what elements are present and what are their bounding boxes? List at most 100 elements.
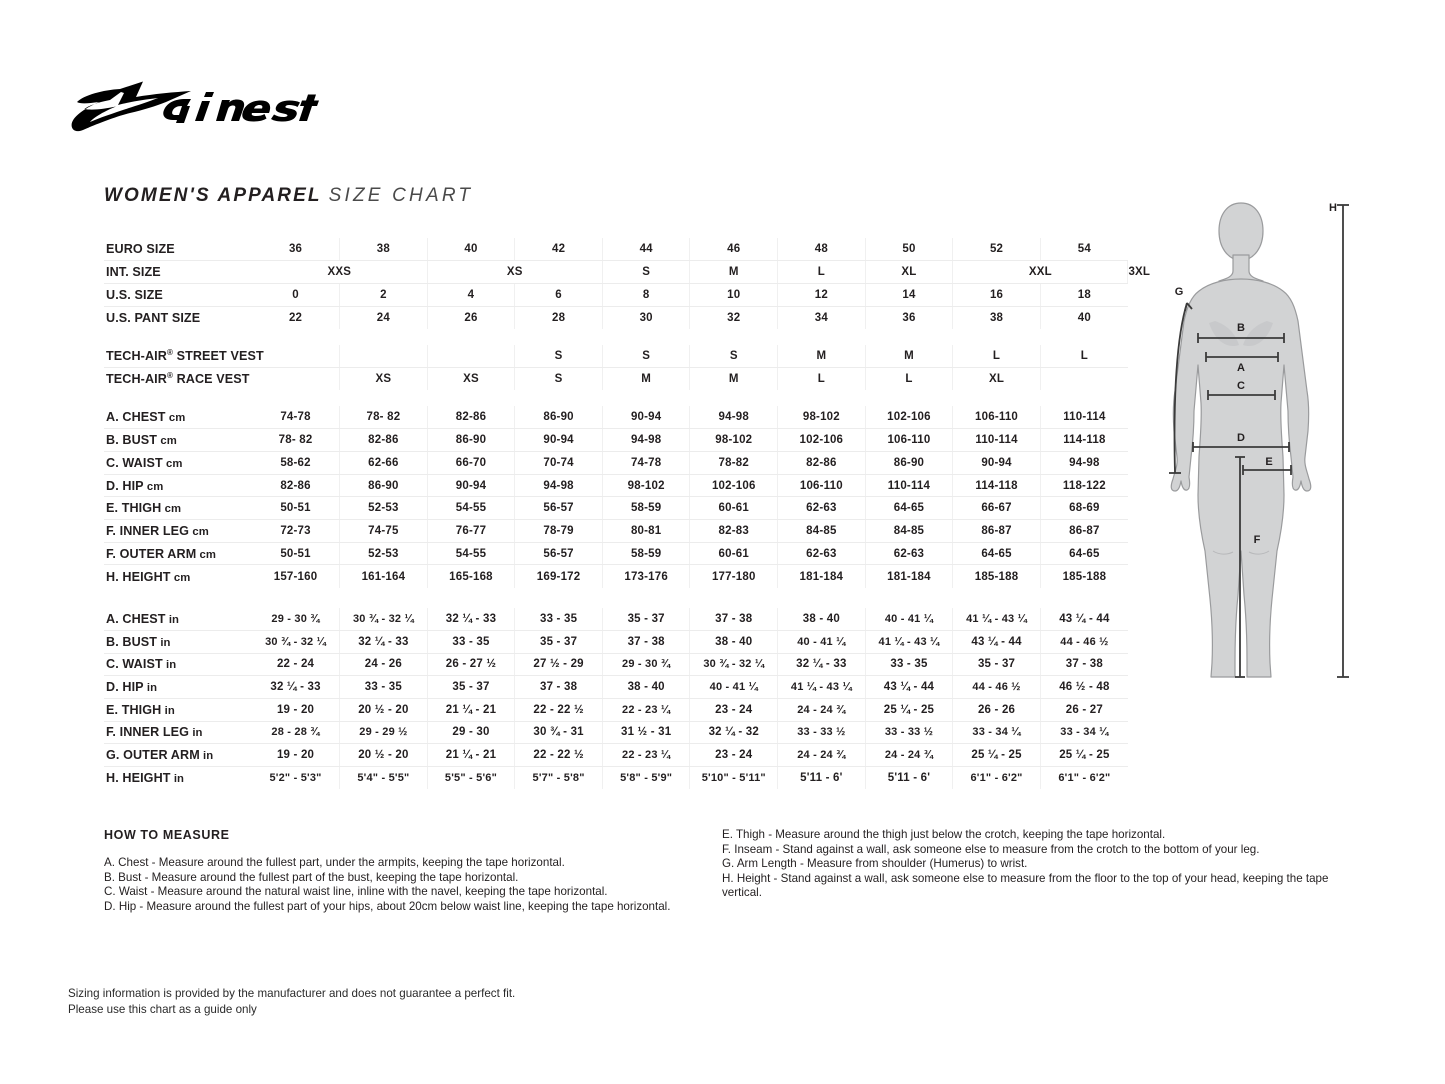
table-cell: 185-188 [952,564,1041,588]
table-cell: 22 - 23 ¼ [602,698,691,722]
table-cell: 30 [602,306,691,329]
disclaimer: Sizing information is provided by the ma… [68,986,515,1018]
table-row: E. THIGH in 19 - 20 20 ½ - 20 21 ¼ - 21 22 -… [104,698,1128,722]
table-cell: 43 ¼ - 44 [952,630,1041,654]
row-unit: cm [196,548,217,561]
table-cell: 60-61 [689,496,779,521]
table-cell: 22 - 22 ½ [514,743,603,767]
table-cell: 86-90 [865,451,954,475]
table-cell: 35 - 37 [952,653,1041,677]
table-cell: 18 [1040,283,1128,307]
table-cell: 33 - 34 ¼ [1040,721,1128,745]
table-cell: 165-168 [427,564,516,588]
table-cell: S [514,344,603,368]
table-cell: 181-184 [865,564,954,588]
table-cell: 169-172 [514,564,603,588]
size-chart-table: EURO SIZE 36 38 40 42 44 46 48 50 52 54 INT. SIZE XX… [104,238,1150,790]
row-unit: in [189,727,203,740]
table-row: A. CHEST cm 74-78 78- 82 82-86 86-90 90-94 94-… [104,406,1128,430]
table-cell: 5'5" - 5'6" [427,766,516,790]
row-label: INT. SIZE [104,260,252,284]
table-cell: 94-98 [1040,451,1128,475]
table-cell [427,344,516,368]
table-cell: 78-79 [514,519,603,543]
table-cell: 25 ¼ - 25 [1040,743,1128,767]
table-cell: 5'10" - 5'11" [689,766,779,790]
table-cell: 26 - 27 [1040,698,1128,722]
table-cell: 50 [865,238,954,262]
table-cell: 22 - 23 ¼ [602,743,691,767]
table-cell: 102-106 [689,474,779,498]
table-cell: 74-78 [252,406,341,430]
table-cell: 31 ½ - 31 [602,721,691,745]
table-cell: 10 [689,283,779,307]
row-unit: cm [143,480,164,493]
table-cell: 94-98 [602,428,691,452]
table-cell: 50-51 [252,542,341,566]
table-row: EURO SIZE 36 38 40 42 44 46 48 50 52 54 [104,238,1128,262]
table-cell: 28 - 28 ¾ [252,721,341,745]
table-cell: 40 - 41 ¼ [777,630,866,654]
table-cell: 26 - 26 [952,698,1041,722]
row-label: TECH-AIR® STREET VEST [104,344,264,368]
table-cell: 84-85 [865,519,954,543]
table-cell: 52 [952,238,1041,262]
table-cell: 106-110 [865,428,954,452]
table-row: D. HIP in 32 ¼ - 33 33 - 35 35 - 37 37 - 38 3… [104,675,1128,699]
table-cell: L [1040,344,1128,368]
table-cell: 33 - 34 ¼ [952,721,1041,745]
table-cell: 40 [1077,311,1091,324]
disclaimer-line-1: Sizing information is provided by the ma… [68,987,516,1000]
row-label: TECH-AIR® RACE VEST [106,371,250,387]
table-cell: 40 [427,238,516,262]
table-cell: 33 - 35 [865,653,954,677]
page-title-main: WOMEN'S APPAREL [104,185,322,206]
table-cell: 86-90 [427,428,516,452]
table-cell: XS [427,367,516,391]
table-cell: 32 ¼ - 33 [427,607,516,631]
figure-label-h: H [1329,202,1337,214]
page-title: WOMEN'S APPAREL SIZE CHART [104,185,473,207]
table-cell: 52-53 [339,542,428,566]
table-cell: 82-83 [689,519,779,543]
table-cell: 64-65 [865,496,954,521]
table-cell: 29 - 30 ¾ [602,653,691,677]
row-label: E. THIGH in [104,698,252,722]
table-cell: 28 [514,306,603,329]
row-label: C. WAIST in [104,653,252,677]
row-label: B. BUST cm [104,428,252,452]
table-cell: 106-110 [777,474,866,498]
how-to-measure-item: E. Thigh - Measure around the thigh just… [722,828,1166,841]
table-cell: 177-180 [689,564,779,588]
table-cell: 41 ¼ - 43 ¼ [865,630,954,654]
how-to-measure-item: F. Inseam - Stand against a wall, ask so… [722,842,1260,856]
row-unit: cm [162,457,183,470]
table-cell: XXL [952,260,1129,284]
figure-label-a: A [1237,362,1245,374]
table-cell: 26 - 27 ½ [427,653,516,677]
table-cell: 161-164 [339,564,428,588]
table-row: H. HEIGHT cm 157-160 161-164 165-168 169-172… [104,564,1128,588]
how-to-measure-item: A. Chest - Measure around the fullest pa… [104,856,565,869]
table-cell: 24 [339,306,428,329]
how-to-measure-heading: HOW TO MEASURE [104,828,230,842]
row-unit: cm [165,412,186,425]
table-cell: 82-86 [777,451,866,475]
table-cell: L [952,344,1041,368]
table-cell: 14 [865,283,954,307]
table-cell: 34 [777,306,866,329]
table-cell: 181-184 [777,564,866,588]
table-row: E. THIGH cm 50-51 52-53 54-55 56-57 58-59 60-6… [104,496,1128,521]
table-cell: 56-57 [514,496,603,521]
table-cell: M [865,344,954,368]
table-cell: 66-67 [952,496,1041,521]
table-row: F. OUTER ARM cm 50-51 52-53 54-55 56-57 58-59… [104,542,1128,566]
table-cell: 90-94 [602,406,691,430]
table-cell [252,367,341,391]
figure-label-c: C [1237,380,1245,392]
table-cell: 98-102 [689,428,779,452]
table-cell: 38 [339,238,428,262]
table-group-spacer [104,390,1128,406]
table-cell: 50-51 [252,496,341,521]
row-unit: in [157,636,171,649]
